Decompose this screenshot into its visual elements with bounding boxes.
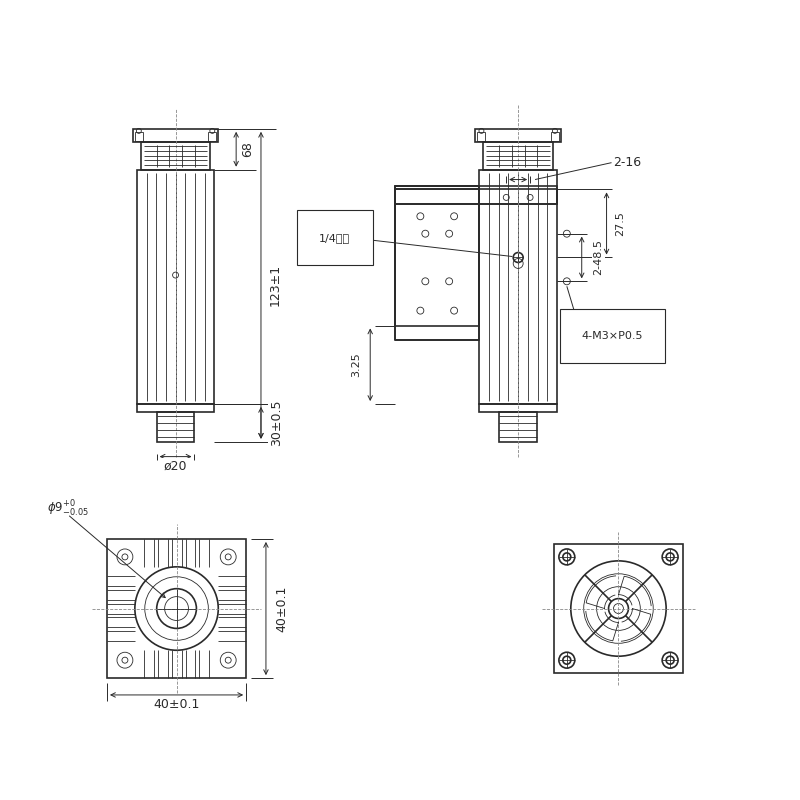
Bar [395,186,479,341]
Text: 4-M3×P0.5: 4-M3×P0.5 [582,331,643,341]
Bar [157,412,194,442]
Bar [135,132,142,141]
Bar [551,132,559,141]
Text: 30±0.5: 30±0.5 [270,399,283,446]
Text: $\phi$9$^{+0}_{-0.05}$: $\phi$9$^{+0}_{-0.05}$ [47,499,90,519]
Text: 3.25: 3.25 [351,352,362,377]
Bar [554,544,683,673]
Bar [395,190,557,204]
Bar [133,129,218,142]
Text: 123±1: 123±1 [268,264,282,306]
Bar [475,129,561,142]
Bar [137,404,214,412]
Bar [137,170,214,404]
Bar [141,142,210,170]
Text: 2-16: 2-16 [614,156,642,169]
Bar [208,132,216,141]
Text: 40±0.1: 40±0.1 [154,698,200,711]
Bar [479,404,557,412]
Text: ø20: ø20 [164,460,187,473]
Bar [483,142,553,170]
Bar [107,539,246,678]
Bar [499,412,537,442]
Bar [395,190,479,326]
Text: 68: 68 [242,142,254,157]
Bar [478,132,486,141]
Text: 2-48.5: 2-48.5 [594,239,604,275]
Bar [479,170,557,404]
Text: 1/4英制: 1/4英制 [319,233,350,242]
Bar [395,186,557,204]
Text: 40±0.1: 40±0.1 [275,586,288,632]
Text: 27.5: 27.5 [615,211,626,236]
